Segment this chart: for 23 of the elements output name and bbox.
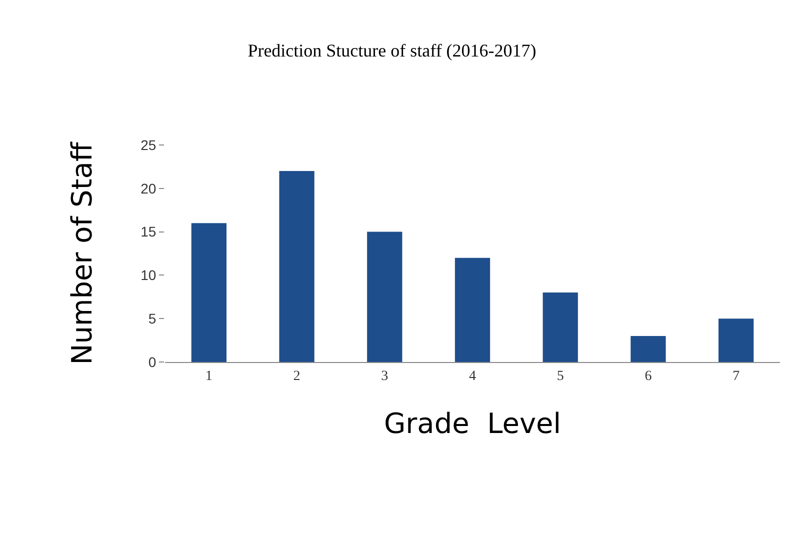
x-tick-label: 7 — [732, 368, 740, 384]
bar — [718, 318, 754, 362]
bar — [542, 292, 578, 362]
bar — [454, 258, 490, 362]
y-tick-label: 15 — [140, 224, 156, 240]
x-tick-label: 2 — [293, 368, 300, 384]
y-tick-label: 5 — [148, 310, 156, 326]
bar — [279, 171, 314, 362]
x-tick-label: 1 — [205, 368, 212, 384]
y-tick-label: 20 — [140, 180, 156, 196]
bar — [367, 232, 402, 362]
y-tick-label: 0 — [148, 354, 156, 370]
x-axis-title: Grade Level — [384, 406, 562, 440]
x-tick-label: 4 — [469, 368, 476, 384]
y-axis-title: Number of Staff — [65, 142, 98, 365]
y-tick-label: 10 — [140, 267, 156, 284]
bar — [630, 336, 666, 362]
x-tick-label: 5 — [556, 368, 564, 384]
chart-title: Prediction Stucture of staff (2016-2017) — [248, 40, 536, 61]
x-tick-label: 6 — [644, 368, 652, 384]
x-tick-label: 3 — [381, 368, 388, 384]
bar — [191, 223, 226, 362]
y-tick-label: 25 — [140, 136, 156, 153]
